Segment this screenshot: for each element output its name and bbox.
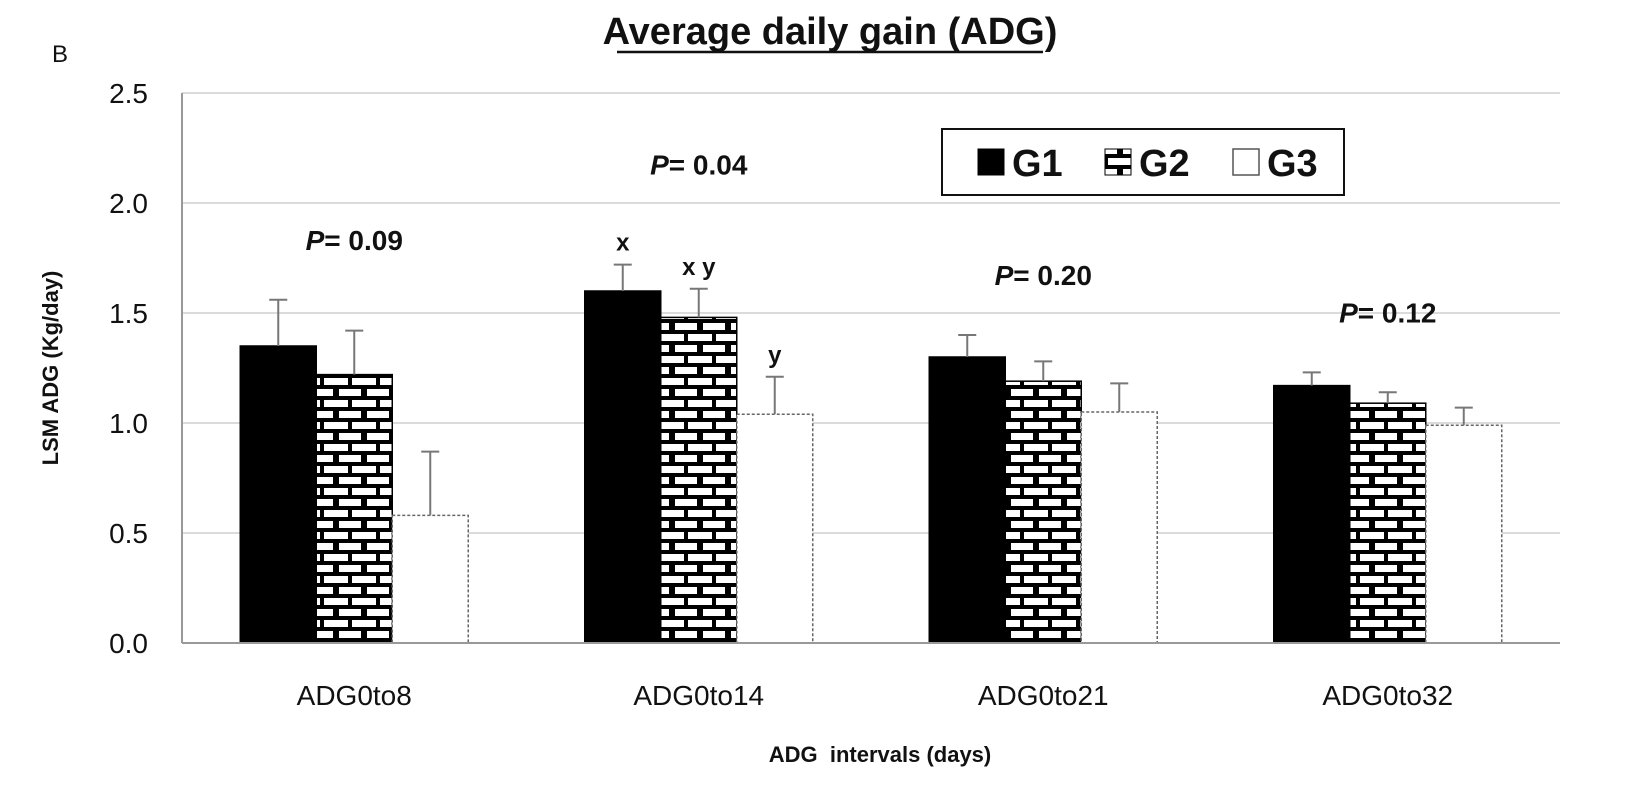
- x-tick-label: ADG0to32: [1322, 680, 1453, 711]
- bar-g2: [660, 316, 738, 644]
- significance-letters: x x y y: [616, 230, 782, 369]
- y-tick-labels: 0.0 0.5 1.0 1.5 2.0 2.5: [109, 78, 148, 659]
- legend: G1 G2 G3: [941, 128, 1345, 196]
- x-tick-label: ADG0to14: [633, 680, 764, 711]
- bar-g3: [391, 514, 469, 644]
- x-axis-title: ADG intervals (days): [769, 742, 992, 767]
- p-value-label: P= 0.20: [995, 260, 1092, 291]
- panel-label: B: [52, 41, 68, 68]
- chart-title: Average daily gain (ADG): [603, 11, 1058, 53]
- y-axis-title: LSM ADG (Kg/day): [38, 271, 63, 466]
- y-tick-label: 0.5: [109, 518, 148, 549]
- y-tick-label: 2.0: [109, 188, 148, 219]
- legend-label-g3: G3: [1267, 143, 1318, 185]
- p-value-label: P= 0.12: [1339, 297, 1436, 328]
- x-tick-label: ADG0to8: [297, 680, 412, 711]
- significance-letter: y: [768, 342, 782, 369]
- y-tick-label: 2.5: [109, 78, 148, 109]
- bar-g2: [315, 373, 393, 644]
- bar-g3: [736, 413, 814, 644]
- x-tick-label: ADG0to21: [978, 680, 1109, 711]
- bar-g1: [584, 290, 662, 644]
- y-tick-label: 1.5: [109, 298, 148, 329]
- p-value-label: P= 0.09: [306, 225, 403, 256]
- error-bars: [269, 263, 1473, 516]
- bar-g1: [1273, 384, 1351, 644]
- x-tick-labels: ADG0to8 ADG0to14 ADG0to21 ADG0to32: [297, 680, 1453, 711]
- y-tick-label: 0.0: [109, 628, 148, 659]
- bar-g3: [1080, 411, 1158, 644]
- legend-label-g2: G2: [1139, 143, 1190, 185]
- significance-letter: x y: [682, 254, 716, 281]
- legend-swatch-g1: [977, 148, 1005, 176]
- bar-g2: [1004, 380, 1082, 644]
- significance-letter: x: [616, 230, 630, 257]
- legend-box: [941, 128, 1345, 196]
- p-value-label: P= 0.04: [650, 150, 748, 181]
- p-value-annotations: P= 0.09 P= 0.04 P= 0.20 P= 0.12: [306, 150, 1437, 329]
- legend-swatch-g3: [1232, 148, 1260, 176]
- y-tick-label: 1.0: [109, 408, 148, 439]
- bar-g3: [1425, 424, 1503, 644]
- bar-g1: [239, 345, 317, 644]
- bars: [239, 290, 1503, 644]
- legend-swatch-g2: [1104, 148, 1132, 176]
- legend-label-g1: G1: [1012, 143, 1063, 185]
- bar-g1: [928, 356, 1006, 644]
- bar-g2: [1349, 402, 1427, 644]
